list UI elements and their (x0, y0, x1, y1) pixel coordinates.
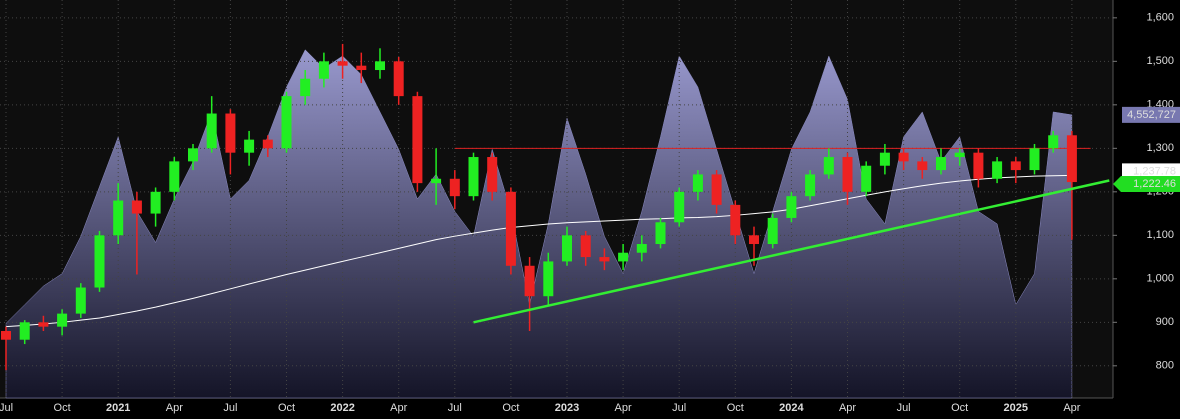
x-tick-label: Oct (54, 402, 71, 414)
x-tick-label: Jul (672, 402, 686, 414)
candle-body (1029, 148, 1040, 171)
candle-body (505, 191, 516, 266)
candle-body (262, 139, 273, 149)
candle-body (393, 61, 404, 97)
candle-body (131, 200, 142, 214)
candle-body (636, 244, 647, 253)
candle-body (879, 152, 890, 166)
candle-body (842, 157, 853, 192)
candle-body (225, 113, 236, 153)
trend-line (473, 179, 1110, 324)
value-box (1122, 106, 1180, 123)
candle-body (936, 157, 946, 171)
candle-body (1048, 135, 1059, 149)
candle-body (487, 157, 498, 192)
candle-body (1010, 161, 1021, 171)
x-tick-label: Jul (448, 402, 462, 414)
candle-body (730, 204, 741, 236)
candle-body (749, 235, 759, 245)
candle-body (898, 152, 909, 162)
candle-body (543, 261, 554, 297)
x-tick-label: Oct (951, 402, 968, 414)
candle-body (786, 196, 797, 218)
candle-body (75, 287, 86, 314)
candle-body (1066, 135, 1077, 183)
candle-body (973, 152, 984, 179)
candle-body (300, 78, 311, 97)
candle-body (674, 191, 685, 223)
candle-body (917, 161, 928, 171)
candle-body (805, 174, 816, 197)
candle-body (375, 61, 385, 71)
candle-body (113, 200, 124, 236)
x-tick-label: Apr (1063, 402, 1080, 414)
value-label: 1,237.78 (1133, 165, 1176, 177)
candle-body (524, 265, 535, 297)
candle-body (618, 252, 629, 262)
candle-body (823, 157, 834, 175)
candle-body (655, 222, 666, 245)
y-tick-label: 1,000 (1146, 273, 1174, 285)
candle-body (449, 178, 460, 197)
candle-body (431, 178, 442, 184)
candle-body (412, 96, 423, 184)
candle-body (94, 235, 105, 288)
candle-body (1, 331, 11, 340)
y-tick-label: 800 (1156, 360, 1174, 372)
candle-body (861, 165, 872, 192)
y-tick-label: 900 (1156, 316, 1174, 328)
candle-body (711, 174, 722, 205)
y-tick-label: 1,600 (1146, 12, 1174, 24)
x-tick-label: Oct (727, 402, 744, 414)
candle-body (206, 113, 217, 149)
candle-body (562, 235, 572, 262)
candle-body (337, 61, 348, 66)
candle-body (599, 257, 610, 262)
candle-body (992, 161, 1003, 179)
candle-body (57, 313, 68, 327)
x-tick-label: Jul (897, 402, 911, 414)
x-tick-label: 2022 (330, 402, 354, 414)
candle-body (356, 65, 367, 71)
candle-body (169, 161, 180, 192)
x-tick-label: Apr (390, 402, 407, 414)
x-tick-label: Oct (278, 402, 295, 414)
right-axis (1113, 0, 1180, 419)
value-label: 1,222.46 (1133, 178, 1176, 190)
value-box (1113, 176, 1180, 193)
x-tick-label: Apr (166, 402, 183, 414)
x-tick-label: Jul (0, 402, 13, 414)
candle-body (318, 61, 329, 79)
y-tick-label: 1,100 (1146, 229, 1174, 241)
x-tick-label: 2021 (106, 402, 130, 414)
candle-body (954, 152, 965, 158)
x-tick-label: 2024 (779, 402, 804, 414)
value-label: 4,552,727 (1127, 109, 1176, 121)
candle-body (468, 157, 479, 197)
candle-body (281, 96, 292, 149)
candle-body (150, 191, 161, 214)
moving-average (5, 174, 1072, 328)
x-tick-label: Oct (502, 402, 519, 414)
x-tick-label: Apr (839, 402, 856, 414)
value-box (1122, 163, 1180, 180)
y-tick-label: 1,500 (1146, 55, 1174, 67)
candle-body (38, 322, 49, 327)
x-tick-label: 2025 (1004, 402, 1028, 414)
candle-body (692, 174, 703, 192)
x-tick-label: 2023 (555, 402, 579, 414)
x-tick-label: Jul (223, 402, 237, 414)
candle-body (244, 139, 255, 153)
y-tick-label: 1,300 (1146, 142, 1174, 154)
candle-body (188, 148, 198, 162)
candle-body (767, 217, 778, 245)
candle-body (19, 322, 30, 340)
candle-body (580, 235, 591, 258)
x-tick-label: Apr (615, 402, 632, 414)
